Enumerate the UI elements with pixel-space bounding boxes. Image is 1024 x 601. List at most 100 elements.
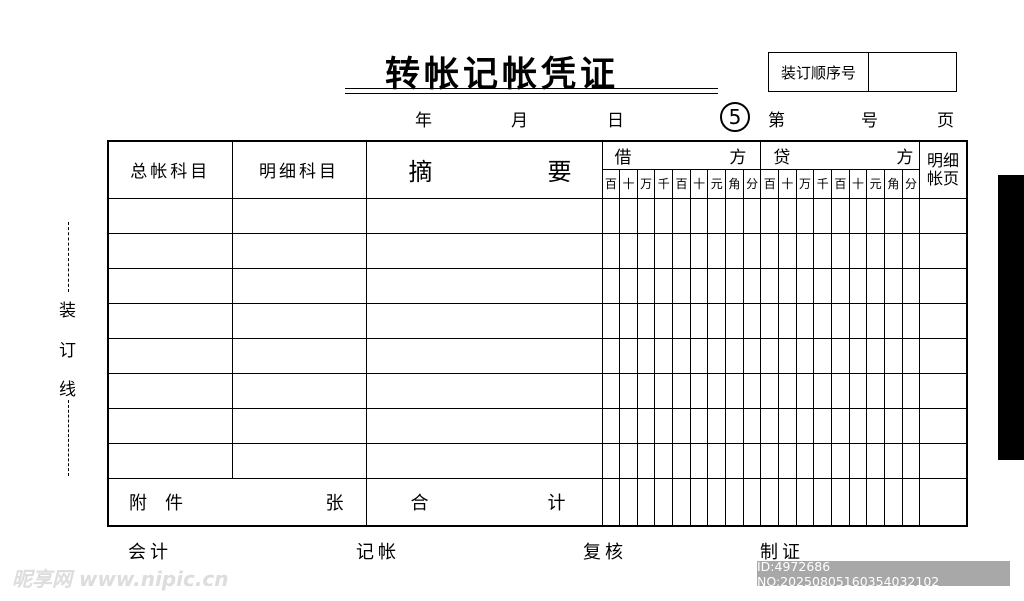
entry-cell[interactable]	[778, 197, 797, 234]
entry-cell[interactable]	[601, 267, 621, 304]
entry-cell[interactable]	[901, 267, 921, 304]
entry-cell[interactable]	[707, 407, 727, 444]
entry-cell[interactable]	[866, 232, 885, 269]
entry-cell[interactable]	[689, 442, 709, 479]
entry-cell[interactable]	[742, 407, 762, 444]
total-amount-cell[interactable]	[901, 477, 921, 527]
total-amount-cell[interactable]	[884, 477, 903, 527]
entry-cell[interactable]	[107, 372, 233, 409]
entry-cell[interactable]	[707, 337, 727, 374]
entry-cell[interactable]	[831, 407, 850, 444]
total-amount-cell[interactable]	[672, 477, 691, 527]
entry-cell[interactable]	[742, 337, 762, 374]
entry-cell[interactable]	[365, 197, 603, 234]
entry-cell[interactable]	[831, 267, 850, 304]
entry-cell[interactable]	[813, 442, 833, 479]
entry-cell[interactable]	[689, 337, 709, 374]
entry-cell[interactable]	[760, 267, 780, 304]
entry-cell[interactable]	[919, 302, 968, 339]
entry-cell[interactable]	[813, 372, 833, 409]
entry-cell[interactable]	[831, 197, 850, 234]
entry-cell[interactable]	[778, 372, 797, 409]
entry-cell[interactable]	[365, 302, 603, 339]
entry-cell[interactable]	[654, 337, 674, 374]
entry-cell[interactable]	[636, 302, 656, 339]
entry-cell[interactable]	[601, 372, 621, 409]
entry-cell[interactable]	[619, 337, 638, 374]
entry-cell[interactable]	[884, 337, 903, 374]
total-amount-cell[interactable]	[689, 477, 709, 527]
entry-cell[interactable]	[795, 267, 815, 304]
total-amount-cell[interactable]	[831, 477, 850, 527]
entry-cell[interactable]	[813, 267, 833, 304]
entry-cell[interactable]	[866, 407, 885, 444]
entry-cell[interactable]	[795, 197, 815, 234]
entry-cell[interactable]	[107, 197, 233, 234]
entry-cell[interactable]	[901, 302, 921, 339]
entry-cell[interactable]	[107, 267, 233, 304]
entry-cell[interactable]	[848, 232, 868, 269]
entry-cell[interactable]	[107, 407, 233, 444]
total-amount-cell[interactable]	[619, 477, 638, 527]
entry-cell[interactable]	[636, 267, 656, 304]
total-amount-cell[interactable]	[919, 477, 968, 527]
entry-cell[interactable]	[901, 442, 921, 479]
entry-cell[interactable]	[848, 442, 868, 479]
entry-cell[interactable]	[866, 302, 885, 339]
entry-cell[interactable]	[654, 442, 674, 479]
total-amount-cell[interactable]	[601, 477, 621, 527]
entry-cell[interactable]	[795, 407, 815, 444]
entry-cell[interactable]	[884, 372, 903, 409]
total-amount-cell[interactable]	[654, 477, 674, 527]
entry-cell[interactable]	[707, 232, 727, 269]
entry-cell[interactable]	[848, 197, 868, 234]
entry-cell[interactable]	[707, 442, 727, 479]
entry-cell[interactable]	[619, 442, 638, 479]
entry-cell[interactable]	[365, 407, 603, 444]
total-amount-cell[interactable]	[795, 477, 815, 527]
entry-cell[interactable]	[231, 232, 367, 269]
entry-cell[interactable]	[601, 302, 621, 339]
entry-cell[interactable]	[901, 232, 921, 269]
entry-cell[interactable]	[742, 302, 762, 339]
entry-cell[interactable]	[231, 267, 367, 304]
entry-cell[interactable]	[725, 372, 744, 409]
entry-cell[interactable]	[884, 302, 903, 339]
entry-cell[interactable]	[619, 232, 638, 269]
entry-cell[interactable]	[654, 302, 674, 339]
total-amount-cell[interactable]	[778, 477, 797, 527]
entry-cell[interactable]	[760, 232, 780, 269]
entry-cell[interactable]	[365, 337, 603, 374]
entry-cell[interactable]	[884, 232, 903, 269]
entry-cell[interactable]	[831, 442, 850, 479]
entry-cell[interactable]	[365, 267, 603, 304]
entry-cell[interactable]	[619, 197, 638, 234]
entry-cell[interactable]	[866, 442, 885, 479]
entry-cell[interactable]	[742, 197, 762, 234]
entry-cell[interactable]	[231, 197, 367, 234]
entry-cell[interactable]	[795, 337, 815, 374]
entry-cell[interactable]	[884, 442, 903, 479]
entry-cell[interactable]	[919, 337, 968, 374]
entry-cell[interactable]	[778, 407, 797, 444]
entry-cell[interactable]	[725, 232, 744, 269]
entry-cell[interactable]	[725, 407, 744, 444]
entry-cell[interactable]	[760, 442, 780, 479]
entry-cell[interactable]	[672, 302, 691, 339]
entry-cell[interactable]	[848, 372, 868, 409]
entry-cell[interactable]	[919, 407, 968, 444]
entry-cell[interactable]	[619, 302, 638, 339]
entry-cell[interactable]	[601, 232, 621, 269]
entry-cell[interactable]	[672, 197, 691, 234]
entry-cell[interactable]	[601, 337, 621, 374]
entry-cell[interactable]	[919, 232, 968, 269]
entry-cell[interactable]	[636, 197, 656, 234]
entry-cell[interactable]	[672, 267, 691, 304]
entry-cell[interactable]	[672, 337, 691, 374]
entry-cell[interactable]	[725, 302, 744, 339]
entry-cell[interactable]	[619, 407, 638, 444]
entry-cell[interactable]	[831, 337, 850, 374]
entry-cell[interactable]	[654, 197, 674, 234]
entry-cell[interactable]	[689, 407, 709, 444]
entry-cell[interactable]	[672, 372, 691, 409]
